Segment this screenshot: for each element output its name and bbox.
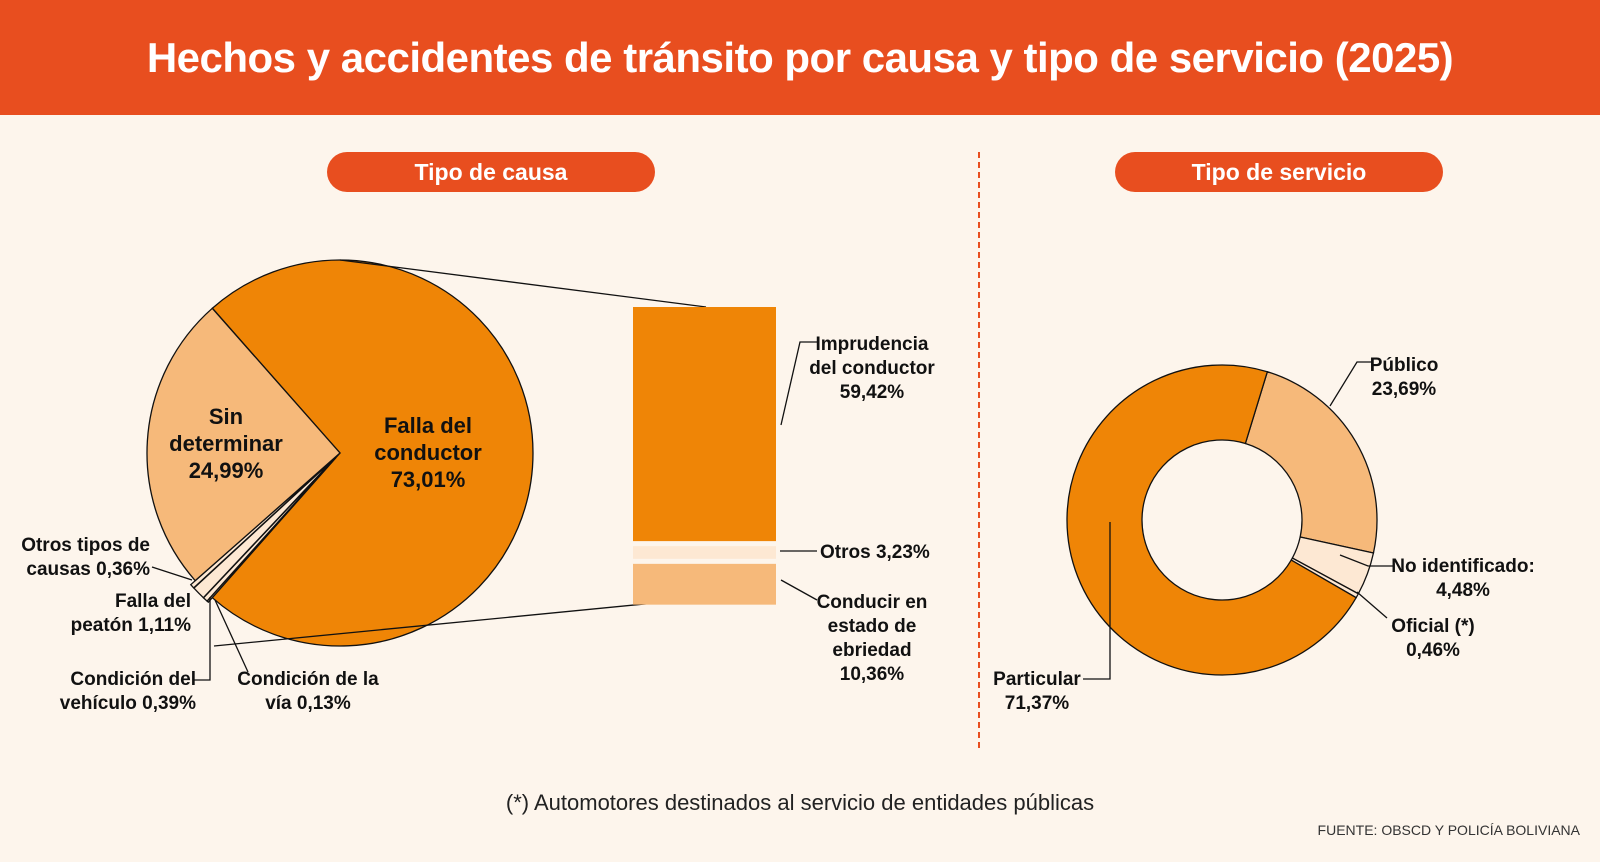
donut-slice-3 <box>1066 364 1358 676</box>
pie-slice-sin-determinar <box>146 307 341 582</box>
leader-ebriedad <box>780 579 818 601</box>
leader-imprudencia <box>780 341 817 426</box>
label-particular: Particular 71,37% <box>993 669 1081 714</box>
pie-slice-falla-del-conductor <box>211 259 534 647</box>
pie-slice-otros-tipos-de-causas <box>189 456 336 589</box>
leader-otros-causas <box>151 566 193 581</box>
bar-segment-2 <box>633 563 776 605</box>
connector-top <box>339 259 707 308</box>
divider <box>978 152 980 748</box>
label-falla-peaton: Falla del peatón 1,11% <box>71 591 191 636</box>
leader-particular <box>1083 522 1111 680</box>
label-condicion-via: Condición de la vía 0,13% <box>237 669 379 714</box>
label-condicion-vehiculo: Condición del vehículo 0,39% <box>60 669 196 714</box>
header-banner: Hechos y accidentes de tránsito por caus… <box>0 0 1600 115</box>
donut-slice-0 <box>1244 370 1378 554</box>
label-no-identificado: No identificado: 4,48% <box>1391 556 1535 601</box>
leader-condicion-vehiculo <box>194 597 211 681</box>
connector-bottom <box>213 597 707 647</box>
bar-segment-1 <box>633 546 776 559</box>
label-publico: Público 23,69% <box>1370 355 1439 400</box>
cause-chart-title: Tipo de causa <box>327 152 655 192</box>
label-sin-determinar: Sin determinar 24,99% <box>169 404 283 483</box>
service-chart-title: Tipo de servicio <box>1115 152 1443 192</box>
label-ebriedad: Conducir en estado de ebriedad 10,36% <box>817 592 928 685</box>
page-title: Hechos y accidentes de tránsito por caus… <box>146 33 1454 81</box>
label-falla-conductor: Falla del conductor 73,01% <box>374 413 482 492</box>
leader-condicion-via <box>214 599 249 673</box>
leader-publico <box>1329 361 1372 407</box>
label-oficial: Oficial (*) 0,46% <box>1391 616 1474 661</box>
label-otros-causas: Otros tipos de causas 0,36% <box>21 535 150 580</box>
leader-no-identificado <box>1339 554 1393 567</box>
source-note: FUENTE: OBSCD Y POLICÍA BOLIVIANA <box>1317 822 1580 838</box>
leader-oficial <box>1356 591 1388 619</box>
bar-segment-0 <box>633 307 776 542</box>
footnote: (*) Automotores destinados al servicio d… <box>505 790 1095 815</box>
label-imprudencia: Imprudencia del conductor 59,42% <box>809 334 935 403</box>
label-otros-breakdown: Otros 3,23% <box>820 542 930 563</box>
